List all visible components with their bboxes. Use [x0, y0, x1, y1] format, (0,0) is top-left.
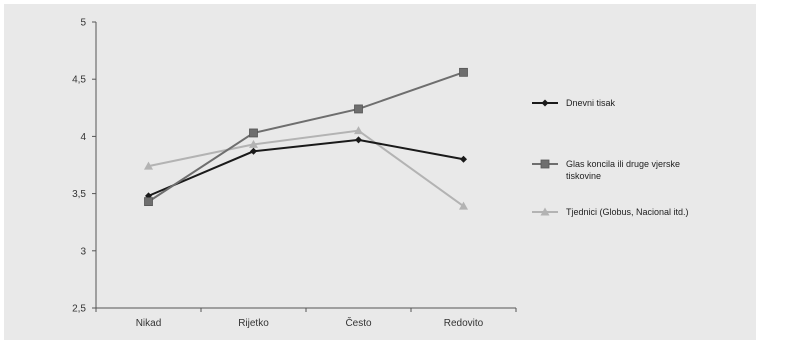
legend-marker	[541, 99, 549, 107]
data-point	[249, 139, 258, 148]
series-line	[147, 71, 464, 203]
y-tick-label: 4	[80, 132, 86, 143]
x-tick-label: Rijetko	[238, 318, 269, 329]
data-point	[354, 104, 363, 114]
legend-marker	[540, 159, 550, 169]
legend-label: Tjednici (Globus, Nacional itd.)	[566, 207, 689, 217]
legend-entry: Dnevni tisak	[532, 98, 616, 108]
data-point	[249, 128, 258, 138]
legend: Dnevni tisak Glas koncila ili druge vjers…	[532, 98, 689, 217]
tick-labels: 2,5 3 3,5 4 4,5 5 Nikad Rijetko Često Redovito	[72, 18, 484, 330]
axes	[92, 21, 517, 312]
y-tick-label: 5	[80, 18, 86, 29]
legend-entry: Glas koncila ili druge vjerske tiskovine	[532, 159, 680, 181]
data-point	[355, 136, 362, 144]
y-tick-label: 3,5	[72, 189, 86, 200]
data-point	[459, 67, 468, 77]
series-1	[145, 136, 467, 200]
x-tick-label: Nikad	[136, 318, 162, 329]
x-tick-label: Često	[345, 316, 372, 329]
series-layer	[144, 67, 468, 210]
series-3	[144, 126, 468, 210]
data-point	[459, 201, 468, 210]
data-point	[144, 161, 153, 170]
y-tick-label: 3	[80, 246, 86, 257]
legend-label: Dnevni tisak	[566, 98, 616, 108]
data-point	[460, 155, 467, 163]
legend-entry: Tjednici (Globus, Nacional itd.)	[532, 207, 689, 217]
legend-label: Glas koncila ili druge vjerske	[566, 159, 680, 169]
series-2	[144, 67, 468, 207]
legend-marker	[540, 207, 550, 216]
data-point	[250, 147, 257, 155]
y-tick-label: 4,5	[72, 75, 86, 86]
legend-label: tiskovine	[566, 171, 601, 181]
y-tick-label: 2,5	[72, 304, 86, 315]
data-point	[144, 197, 153, 207]
series-line	[148, 129, 465, 207]
x-tick-label: Redovito	[444, 318, 484, 329]
series-line	[148, 138, 464, 197]
chart-area	[4, 4, 756, 340]
data-point	[354, 126, 363, 135]
